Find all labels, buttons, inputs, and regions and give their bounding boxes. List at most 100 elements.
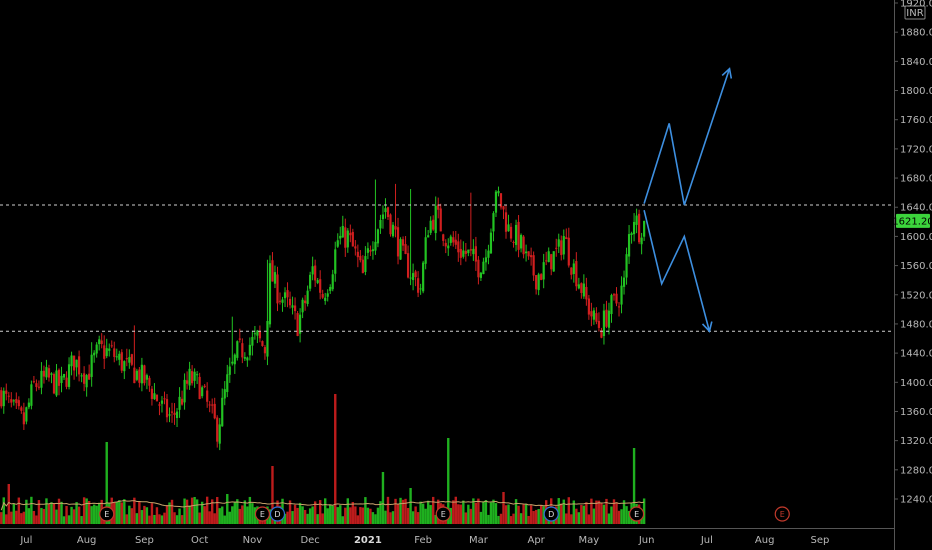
candle-body xyxy=(173,412,176,415)
earnings-event-marker[interactable]: E xyxy=(99,506,115,522)
volume-bar xyxy=(203,506,206,524)
candle-body xyxy=(309,274,312,289)
volume-bar xyxy=(497,515,500,524)
candle-body xyxy=(525,251,528,254)
candle-body xyxy=(469,249,472,251)
currency-label: INR xyxy=(906,8,923,19)
volume-bar xyxy=(484,500,488,524)
candle-body xyxy=(361,259,364,274)
candle-body xyxy=(537,274,540,291)
candle-body xyxy=(384,208,387,213)
candle-body xyxy=(118,353,121,360)
volume-bar xyxy=(17,497,21,524)
candle-body xyxy=(552,251,555,272)
x-axis[interactable]: Jul Aug Sep Oct Nov Dec 2021 Feb Mar Apr May Jun Jul… xyxy=(0,528,894,547)
candle-body xyxy=(550,254,553,270)
candle-body xyxy=(42,370,46,377)
candle-body xyxy=(597,320,601,328)
candle-body xyxy=(429,220,432,233)
candle-body xyxy=(2,390,5,407)
volume-bar xyxy=(35,515,38,524)
volume-bar xyxy=(231,506,234,524)
candle-body xyxy=(268,263,272,325)
volume-bar xyxy=(411,511,415,524)
volume-bar xyxy=(37,500,41,524)
candle-body xyxy=(15,399,18,404)
volume-bar xyxy=(632,448,636,524)
x-tick-label: 2021 xyxy=(354,535,382,546)
candle-body xyxy=(381,214,385,220)
x-tick-label: Aug xyxy=(77,535,97,546)
candle-body xyxy=(60,375,63,384)
candle-body xyxy=(487,250,490,258)
candle-body xyxy=(374,241,377,251)
candle-body xyxy=(517,221,520,250)
candle-body xyxy=(376,229,380,244)
candle-body xyxy=(587,298,590,315)
volume-bar xyxy=(133,497,136,524)
dividend-event-marker[interactable]: D xyxy=(269,506,286,522)
volume-bar xyxy=(80,516,83,524)
volume-bar xyxy=(514,499,518,524)
projection-down-arrow[interactable] xyxy=(643,210,711,332)
volume-bar xyxy=(605,498,608,524)
volume-bar xyxy=(592,508,596,524)
volume-bar xyxy=(216,496,219,524)
volume-bar xyxy=(489,502,493,524)
candle-body xyxy=(489,232,493,254)
volume-bar xyxy=(386,496,390,524)
candle-body xyxy=(557,239,560,247)
volume-bar xyxy=(472,498,475,524)
projection-up-arrow[interactable] xyxy=(643,68,731,206)
candle-body xyxy=(311,266,314,275)
candle-body xyxy=(638,213,641,243)
volume-bar xyxy=(150,503,154,524)
candle-body xyxy=(507,224,510,232)
event-label: E xyxy=(104,510,109,519)
volume-bar xyxy=(268,509,272,524)
volume-bar xyxy=(399,497,402,524)
earnings-event-marker[interactable]: E xyxy=(435,506,451,522)
y-tick-label: 1880.00 xyxy=(900,28,932,39)
earnings-event-marker[interactable]: E xyxy=(254,506,271,522)
volume-bar xyxy=(502,492,505,524)
currency-badge[interactable] xyxy=(904,5,926,20)
volume-bar xyxy=(492,499,495,524)
y-axis[interactable]: INR 1240.00 1280.00 1320.00 1360.00 1400.00 1… xyxy=(894,0,932,550)
volume-bar xyxy=(178,508,181,524)
candle-body xyxy=(211,404,214,406)
candle-body xyxy=(449,236,452,243)
candle-body xyxy=(344,227,347,248)
volume-bar xyxy=(615,502,618,524)
candle-body xyxy=(439,208,442,232)
volume-bar xyxy=(316,514,319,524)
candle-body xyxy=(572,263,575,274)
projection-layer xyxy=(643,67,733,333)
volume-bar xyxy=(306,513,309,524)
volume-bar xyxy=(183,498,186,524)
earnings-event-marker[interactable]: E xyxy=(774,506,790,522)
candle-body xyxy=(201,387,204,397)
candle-body xyxy=(530,255,533,258)
candle-body xyxy=(258,331,262,339)
candle-body xyxy=(216,417,219,442)
volume-bar xyxy=(504,505,508,524)
volume-bar xyxy=(391,511,395,524)
earnings-event-marker[interactable]: E xyxy=(628,506,645,522)
candle-body xyxy=(391,224,395,237)
candle-body xyxy=(30,384,33,406)
volume-bar xyxy=(85,498,88,524)
candle-body xyxy=(251,336,254,346)
volume-bar xyxy=(532,511,535,524)
candle-body xyxy=(143,365,146,384)
volume-bar xyxy=(200,501,204,524)
volume-bar xyxy=(590,498,593,524)
volume-bar xyxy=(424,508,427,524)
event-circle xyxy=(774,506,790,522)
volume-bar xyxy=(459,504,463,524)
candle-body xyxy=(150,388,154,399)
dividend-event-marker[interactable]: D xyxy=(543,506,559,522)
candle-body xyxy=(271,260,274,282)
candle-body xyxy=(145,375,149,380)
